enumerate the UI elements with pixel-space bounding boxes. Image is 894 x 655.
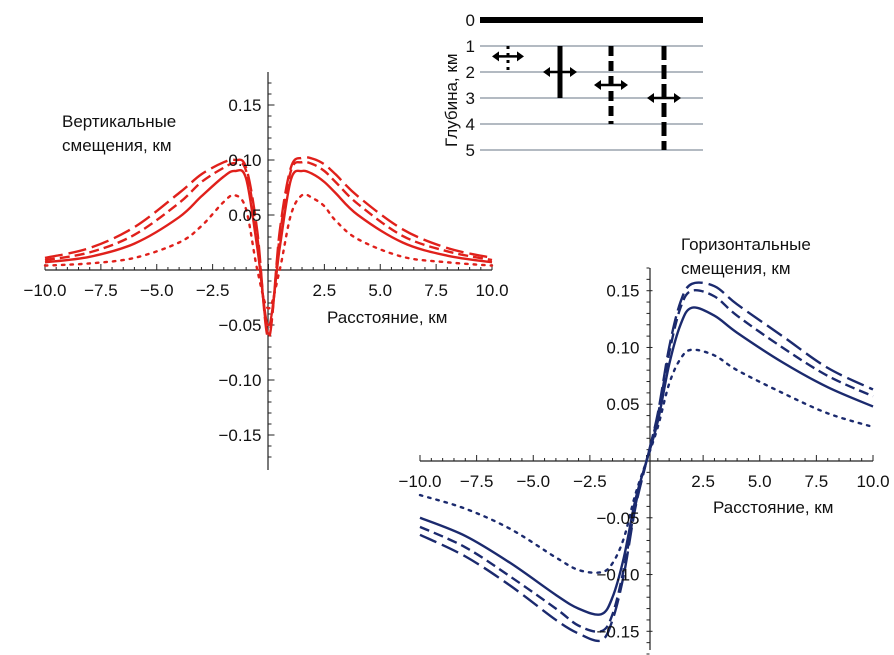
x-tick-label: 10.0 xyxy=(856,472,889,491)
horizontal-ylabel-line2: смещения, км xyxy=(681,259,791,278)
slip-arrow-left-head xyxy=(492,51,499,62)
x-tick-label: 10.0 xyxy=(475,281,508,300)
slip-arrow-left-head xyxy=(543,67,550,77)
horizontal-ylabel-line1: Горизонтальные xyxy=(681,235,811,254)
horizontal-tick-labels: −10.0 −7.5 −5.0 −2.5 2.5 5.0 7.5 10.0 0.15 0.10 0.… xyxy=(398,282,889,642)
slip-arrow-right-head xyxy=(570,67,577,77)
x-tick-label: 2.5 xyxy=(691,472,715,491)
x-tick-label: −5.0 xyxy=(140,281,174,300)
vertical-tick-marks xyxy=(44,82,493,458)
depth-tick-label: 0 xyxy=(466,11,475,30)
slip-arrow-left-head xyxy=(647,93,654,103)
series-line-longdash xyxy=(419,281,874,643)
depth-ylabel: Глубина, км xyxy=(442,53,461,147)
x-tick-label: −10.0 xyxy=(23,281,66,300)
x-tick-label: 5.0 xyxy=(748,472,772,491)
vertical-axes xyxy=(45,72,492,470)
depth-tick-label: 2 xyxy=(466,63,475,82)
depth-tick-label: 3 xyxy=(466,89,475,108)
y-tick-label: 0.05 xyxy=(228,206,261,225)
slip-arrow-left-head xyxy=(594,80,601,90)
fault-symbols xyxy=(492,46,681,150)
horizontal-tick-marks xyxy=(419,267,874,655)
vertical-series xyxy=(43,155,494,340)
vertical-ylabel-line2: смещения, км xyxy=(62,136,172,155)
x-tick-label: −5.0 xyxy=(516,472,550,491)
y-tick-label: −0.10 xyxy=(596,566,639,585)
y-tick-label: −0.05 xyxy=(218,316,261,335)
slip-arrow-right-head xyxy=(621,80,628,90)
y-tick-label: 0.05 xyxy=(606,395,639,414)
depth-levels xyxy=(480,17,703,151)
y-tick-label: 0.10 xyxy=(606,338,639,357)
depth-tick-labels: 0 1 2 3 4 5 xyxy=(466,11,475,160)
depth-tick-label: 4 xyxy=(466,115,475,134)
x-tick-label: −10.0 xyxy=(398,472,441,491)
y-tick-label: 0.15 xyxy=(606,282,639,301)
series-line-dashed xyxy=(419,289,874,633)
slip-arrow-right-head xyxy=(674,93,681,103)
x-tick-label: −2.5 xyxy=(573,472,607,491)
y-tick-label: −0.15 xyxy=(218,426,261,445)
horizontal-xlabel: Расстояние, км xyxy=(713,498,833,517)
y-tick-label: −0.05 xyxy=(596,509,639,528)
vertical-xlabel: Расстояние, км xyxy=(327,308,447,327)
x-tick-label: 7.5 xyxy=(805,472,829,491)
x-tick-label: 7.5 xyxy=(424,281,448,300)
series-line-longdash xyxy=(44,155,493,340)
slip-arrow-right-head xyxy=(517,51,524,62)
depth-diagram: Глубина, км 0 1 2 3 4 5 xyxy=(442,11,703,160)
x-tick-label: −7.5 xyxy=(84,281,118,300)
x-tick-label: −2.5 xyxy=(196,281,230,300)
x-tick-label: 5.0 xyxy=(368,281,392,300)
depth-tick-label: 1 xyxy=(466,37,475,56)
horizontal-displacement-chart: −10.0 −7.5 −5.0 −2.5 2.5 5.0 7.5 10.0 0.15 0.10 0.… xyxy=(398,235,890,655)
vertical-ylabel-line1: Вертикальные xyxy=(62,112,176,131)
x-tick-label: 2.5 xyxy=(313,281,337,300)
y-tick-label: −0.15 xyxy=(596,622,639,641)
horizontal-series xyxy=(418,281,875,643)
y-tick-label: 0.10 xyxy=(228,151,261,170)
depth-tick-label: 5 xyxy=(466,141,475,160)
vertical-displacement-chart: −10.0 −7.5 −5.0 −2.5 2.5 5.0 7.5 10.0 0.15 0.10 0.… xyxy=(23,72,509,470)
vertical-tick-labels: −10.0 −7.5 −5.0 −2.5 2.5 5.0 7.5 10.0 0.15 0.10 0.… xyxy=(23,96,508,445)
x-tick-label: −7.5 xyxy=(460,472,494,491)
y-tick-label: −0.10 xyxy=(218,371,261,390)
y-tick-label: 0.15 xyxy=(228,96,261,115)
